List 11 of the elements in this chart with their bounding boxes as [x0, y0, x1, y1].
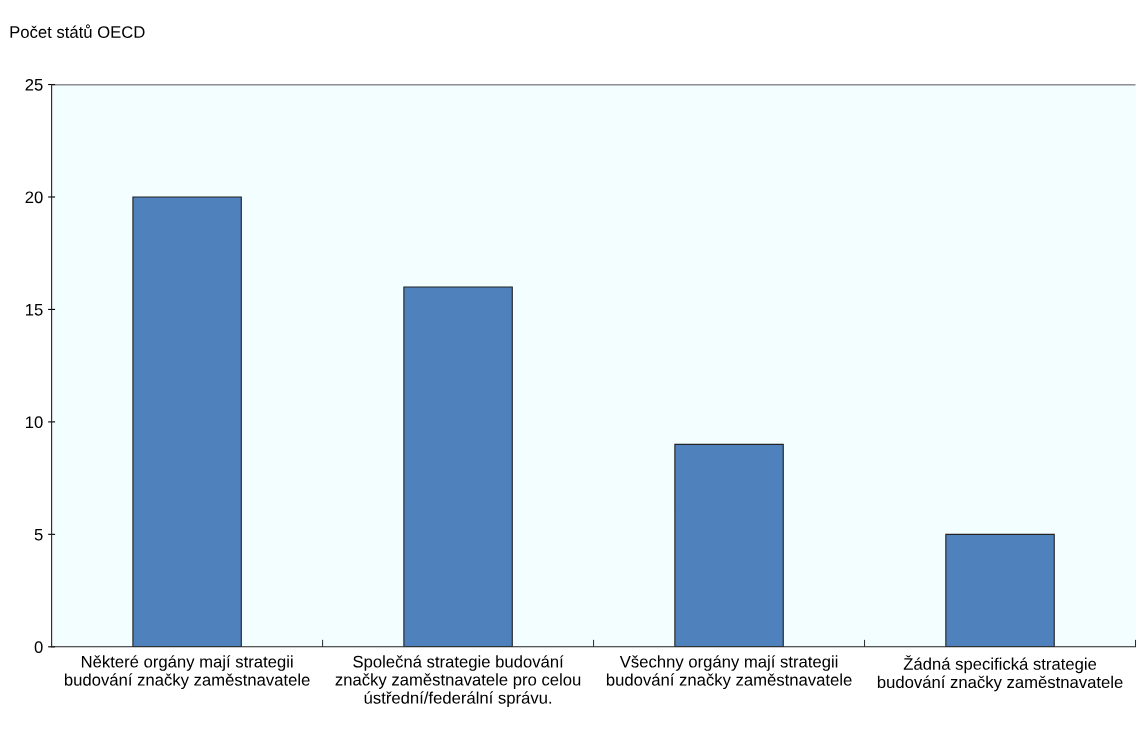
y-tick-label: 20: [25, 191, 43, 204]
x-tick-label: Žádná specifická strategie budování značky zaměstnavatele: [877, 655, 1123, 692]
y-tick-label: 0: [34, 641, 43, 653]
x-tick-label: Některé orgány mají strategii budování značky zaměstnavatele: [64, 655, 310, 690]
x-tick-label: Všechny orgány mají strategii budování značky zaměstnavatele: [606, 655, 852, 690]
y-tick-label: 15: [26, 304, 43, 316]
y-tick-label: 25: [25, 78, 43, 91]
x-tick-label: Společná strategie budování značky zaměstnavatele pro celou ústřední/federální správu.: [335, 655, 581, 708]
y-tick-label: 5: [34, 528, 43, 541]
y-tick-label: 10: [26, 416, 43, 429]
y-axis-title: Počet států OECD: [10, 24, 145, 38]
